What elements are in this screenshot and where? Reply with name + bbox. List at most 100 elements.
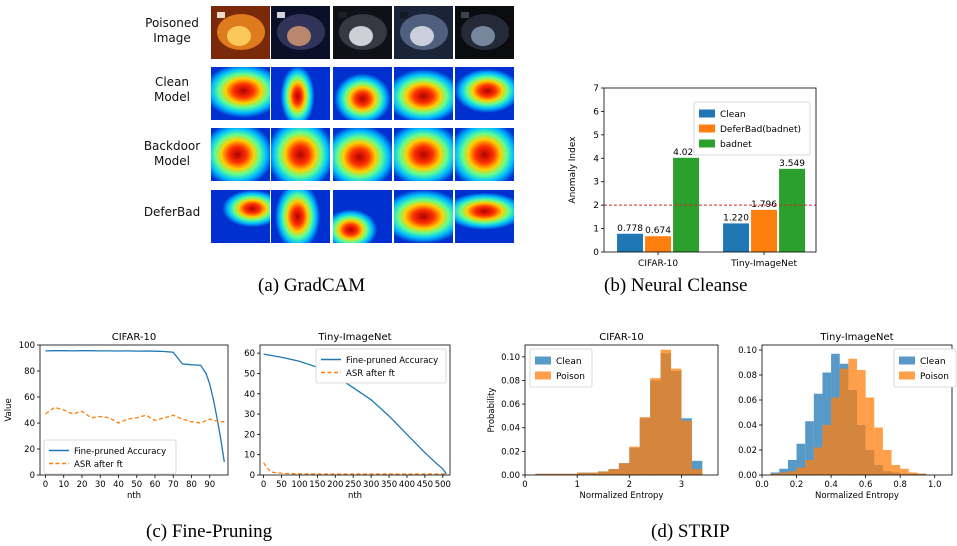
plot-frame: [259, 344, 451, 476]
series-line: [45, 350, 225, 463]
histogram-bar: [813, 393, 823, 475]
x-tick-label: 80: [186, 480, 197, 490]
histogram-bar: [865, 397, 875, 475]
y-tick-label: 0.10: [738, 346, 757, 356]
histogram-bar: [770, 473, 780, 475]
strip-tiny-chart: 0.00 0.02 0.04 0.06 0.08 0.10 0.0 0.2 0.4 0.6 0.8 1…: [738, 332, 957, 501]
gradcam-heatmap-thumbnail: [455, 67, 514, 120]
photo-image: [333, 6, 392, 59]
histogram-bar: [805, 421, 814, 475]
chart-title: Tiny-ImageNet: [819, 332, 893, 343]
x-tick-label: 1: [574, 480, 579, 490]
chart-title: Tiny-ImageNet: [317, 332, 391, 343]
x-tick-label: 3: [679, 480, 684, 490]
x-tick-label: 0: [522, 480, 527, 490]
histogram-bar: [545, 473, 557, 475]
series-line: [263, 462, 447, 475]
y-axis-label: Anomaly Index: [568, 136, 578, 204]
bar: [779, 168, 806, 252]
row-label-line: Poisoned: [145, 16, 199, 30]
y-tick-label: 0.02: [738, 446, 757, 456]
bar: [617, 233, 644, 252]
x-tick-label: 90: [204, 480, 215, 490]
gradcam-heatmap-thumbnail: [394, 190, 453, 243]
y-tick-label: 0.00: [738, 471, 757, 481]
y-tick-label: 2: [593, 201, 599, 211]
x-tick-label: 20: [77, 480, 88, 490]
histogram-bar: [587, 472, 599, 475]
histogram-bar: [629, 446, 640, 475]
row-label-poisoned-image: Poisoned Image: [134, 16, 210, 46]
histogram-bar: [900, 468, 909, 475]
x-tick-label: 300: [363, 480, 379, 490]
x-tick-label: 350: [381, 480, 397, 490]
row-label-line: DeferBad: [143, 205, 201, 219]
histogram-bar: [691, 460, 703, 475]
x-tick-label: 10: [58, 480, 69, 490]
y-tick-label: 60: [24, 393, 35, 403]
x-tick-label: 0.2: [790, 480, 804, 490]
row-label-line: Clean: [154, 75, 190, 89]
y-tick-label: 20: [244, 430, 255, 440]
histogram-bar: [813, 447, 823, 475]
histogram-bar: [831, 397, 840, 475]
x-tick-label: 1.0: [928, 480, 942, 490]
x-tick-label: 60: [150, 480, 161, 490]
row-label-line: Image: [153, 31, 191, 45]
y-tick-label: 4: [593, 154, 599, 164]
heatmap-image: [394, 128, 453, 181]
plot-frame: [603, 87, 817, 253]
x-axis-label: Normalized Entropy: [815, 491, 899, 501]
x-tick-label: 40: [113, 480, 124, 490]
gradcam-heatmap-thumbnail: [394, 67, 453, 120]
y-axis-label: Value: [4, 398, 14, 421]
chart-title: CIFAR-10: [112, 332, 156, 343]
series-line: [263, 353, 447, 475]
legend: [315, 348, 447, 384]
legend-label: Fine-pruned Accuracy: [346, 356, 438, 366]
gradcam-heatmap-thumbnail: [271, 128, 330, 181]
heatmap-image: [333, 190, 392, 243]
x-tick-label: 200: [327, 480, 343, 490]
x-tick-label: 250: [345, 480, 361, 490]
histogram-bar: [639, 417, 651, 475]
y-tick-label: 3: [593, 178, 599, 188]
y-tick-label: 0: [30, 471, 35, 481]
legend-swatch: [535, 356, 551, 365]
bar: [751, 209, 778, 252]
histogram-bar: [556, 473, 567, 475]
heatmap-image: [271, 128, 330, 181]
caption-c: (c) Fine-Pruning: [146, 521, 273, 542]
gradcam-heatmap-thumbnail: [271, 190, 330, 243]
legend-swatch: [899, 371, 915, 380]
strip-cifar-chart: 0.00 0.02 0.04 0.06 0.08 0.10 0 1 2 3 CIFAR-10 Norm…: [487, 332, 719, 501]
gradcam-heatmap-thumbnail: [211, 128, 270, 181]
heatmap-image: [455, 128, 514, 181]
legend-label: badnet: [720, 140, 752, 150]
histogram-bar: [618, 463, 630, 475]
histogram-bar: [857, 370, 866, 475]
x-axis-label: nth: [348, 491, 362, 501]
y-tick-label: 40: [24, 419, 35, 429]
y-tick-label: 30: [244, 410, 255, 420]
x-tick-label: CIFAR-10: [638, 259, 678, 269]
x-tick-label: 100: [291, 480, 307, 490]
heatmap-image: [211, 67, 270, 120]
legend-label: DeferBad(badnet): [720, 125, 801, 135]
x-tick-label: Tiny-ImageNet: [730, 259, 797, 269]
heatmap-image: [333, 67, 392, 120]
series-line: [45, 406, 225, 424]
y-tick-label: 0.02: [501, 447, 520, 457]
bar-value-label: 4.020: [673, 148, 699, 158]
row-label-line: Model: [153, 154, 191, 168]
legend-label: Clean: [556, 357, 582, 367]
histogram-bar: [691, 469, 703, 475]
photo-image: [394, 6, 453, 59]
histogram-bar: [787, 471, 797, 475]
legend-swatch: [699, 139, 715, 148]
histogram-bar: [917, 473, 927, 475]
y-tick-label: 0.04: [501, 424, 520, 434]
gradcam-heatmap-thumbnail: [211, 190, 270, 243]
y-tick-label: 40: [244, 390, 255, 400]
y-tick-label: 60: [244, 349, 255, 359]
